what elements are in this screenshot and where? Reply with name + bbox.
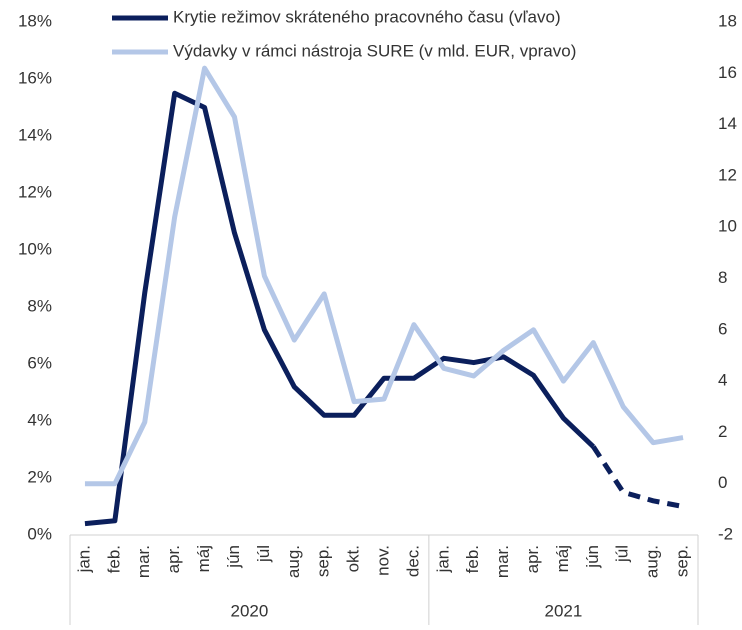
x-tick-label: mar.: [493, 545, 512, 578]
x-tick-label: jan.: [433, 545, 452, 573]
legend-label: Krytie režimov skráteného pracovného čas…: [173, 7, 561, 26]
x-tick-label: aug.: [284, 545, 303, 578]
y-tick-label: 12%: [18, 182, 52, 201]
y-tick-label: 2%: [27, 467, 52, 486]
y2-tick-label: 2: [718, 422, 727, 441]
group-label: 2021: [545, 601, 583, 620]
line-dashed: [591, 445, 684, 509]
x-tick-label: júl: [613, 545, 632, 563]
x-tick-label: jan.: [74, 545, 93, 573]
line: [84, 65, 684, 487]
x-tick-label: jún: [583, 545, 602, 569]
legend-label: Výdavky v rámci nástroja SURE (v mld. EU…: [173, 41, 576, 60]
x-tick-label: máj: [194, 545, 213, 572]
y-tick-label: 8%: [27, 296, 52, 315]
y2-tick-label: -2: [718, 524, 733, 543]
y2-tick-label: 4: [718, 371, 727, 390]
y2-tick-label: 10: [718, 217, 737, 236]
y-tick-label: 16%: [18, 68, 52, 87]
y2-tick-label: 0: [718, 473, 727, 492]
x-tick-label: apr.: [523, 545, 542, 573]
x-tick-label: mar.: [134, 545, 153, 578]
x-tick-label: sep.: [314, 545, 333, 577]
line: [84, 90, 596, 527]
y2-tick-label: 14: [718, 114, 737, 133]
y-tick-label: 0%: [27, 524, 52, 543]
y-tick-label: 6%: [27, 353, 52, 372]
x-tick-label: sep.: [673, 545, 692, 577]
y2-tick-label: 16: [718, 63, 737, 82]
x-tick-label: aug.: [643, 545, 662, 578]
y-tick-label: 18%: [18, 11, 52, 30]
y-tick-label: 10%: [18, 239, 52, 258]
x-tick-label: feb.: [463, 545, 482, 573]
x-tick-label: nov.: [373, 545, 392, 576]
y2-tick-label: 18: [718, 11, 737, 30]
group-label: 2020: [231, 601, 269, 620]
x-tick-label: feb.: [104, 545, 123, 573]
y2-tick-label: 8: [718, 268, 727, 287]
x-tick-label: júl: [254, 545, 273, 563]
x-tick-label: apr.: [164, 545, 183, 573]
y2-tick-label: 6: [718, 319, 727, 338]
x-tick-label: jún: [224, 545, 243, 569]
y2-tick-label: 12: [718, 165, 737, 184]
x-tick-label: okt.: [344, 545, 363, 572]
y-tick-label: 4%: [27, 410, 52, 429]
x-tick-label: máj: [553, 545, 572, 572]
y-tick-label: 14%: [18, 125, 52, 144]
x-tick-label: dec.: [403, 545, 422, 577]
